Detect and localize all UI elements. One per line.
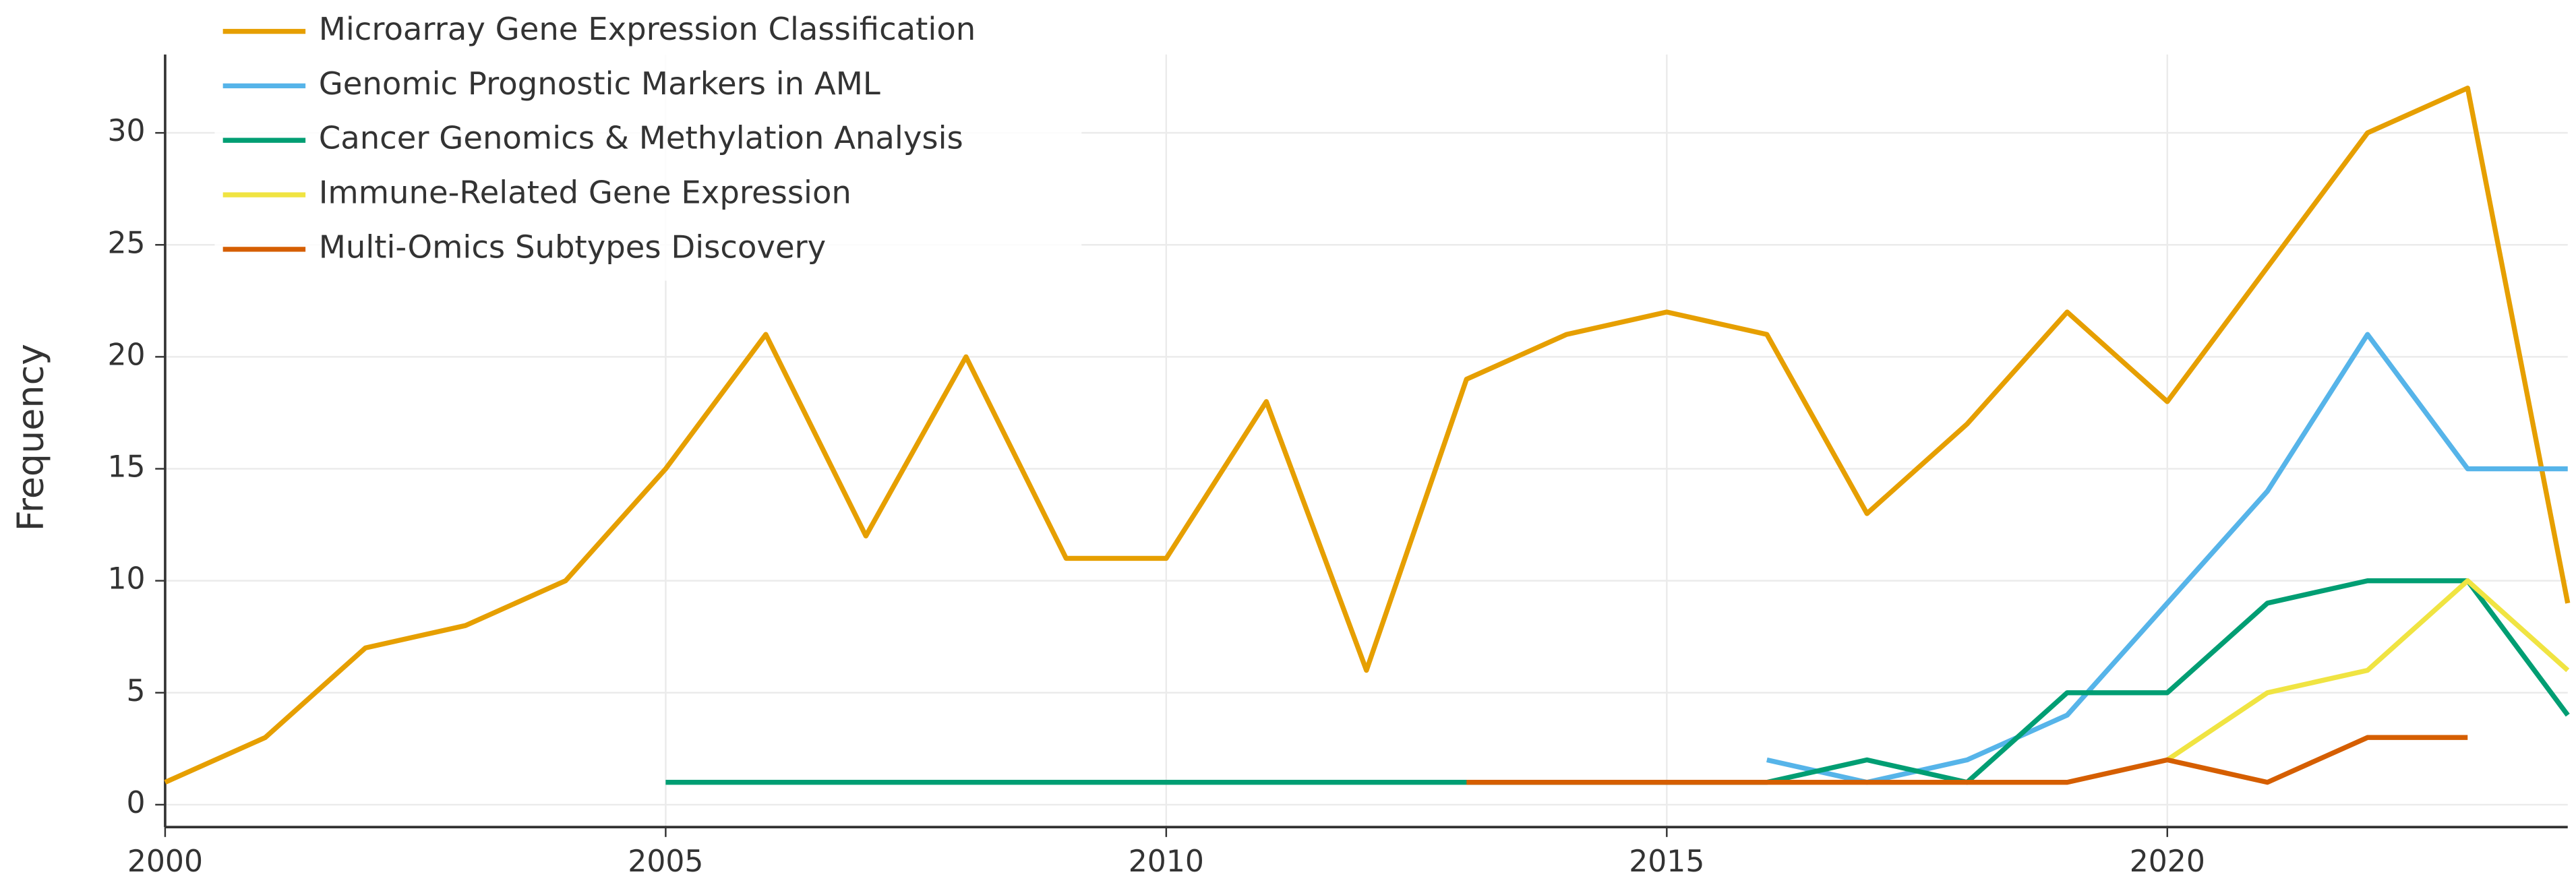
series-line [665, 578, 2570, 785]
y-tick-label: 20 [107, 338, 145, 372]
x-tick-label: 2005 [628, 845, 703, 879]
legend-label: Immune-Related Gene Expression [319, 175, 851, 211]
y-tick-label: 25 [107, 226, 145, 260]
y-tick-label: 0 [126, 786, 145, 820]
legend-box [214, 0, 1082, 281]
series-line [164, 86, 2571, 785]
legend-label: Cancer Genomics & Methylation Analysis [319, 120, 963, 156]
legend-label: Multi-Omics Subtypes Discovery [319, 228, 827, 265]
legend-label: Genomic Prognostic Markers in AML [319, 65, 880, 102]
y-tick-label: 30 [107, 114, 145, 148]
y-tick-label: 5 [126, 674, 145, 708]
series-line [1766, 332, 2568, 785]
x-tick-label: 2020 [2130, 845, 2205, 879]
x-tick-label: 2010 [1129, 845, 1204, 879]
series-line [2165, 578, 2570, 762]
y-axis-label: Frequency [9, 344, 52, 531]
legend-label: Microarray Gene Expression Classificatio… [319, 11, 976, 47]
y-tick-label: 15 [107, 450, 145, 485]
y-tick-label: 10 [107, 562, 145, 596]
x-tick-label: 2015 [1629, 845, 1704, 879]
x-tick-label: 2000 [127, 845, 203, 879]
series-line [1466, 735, 2468, 785]
